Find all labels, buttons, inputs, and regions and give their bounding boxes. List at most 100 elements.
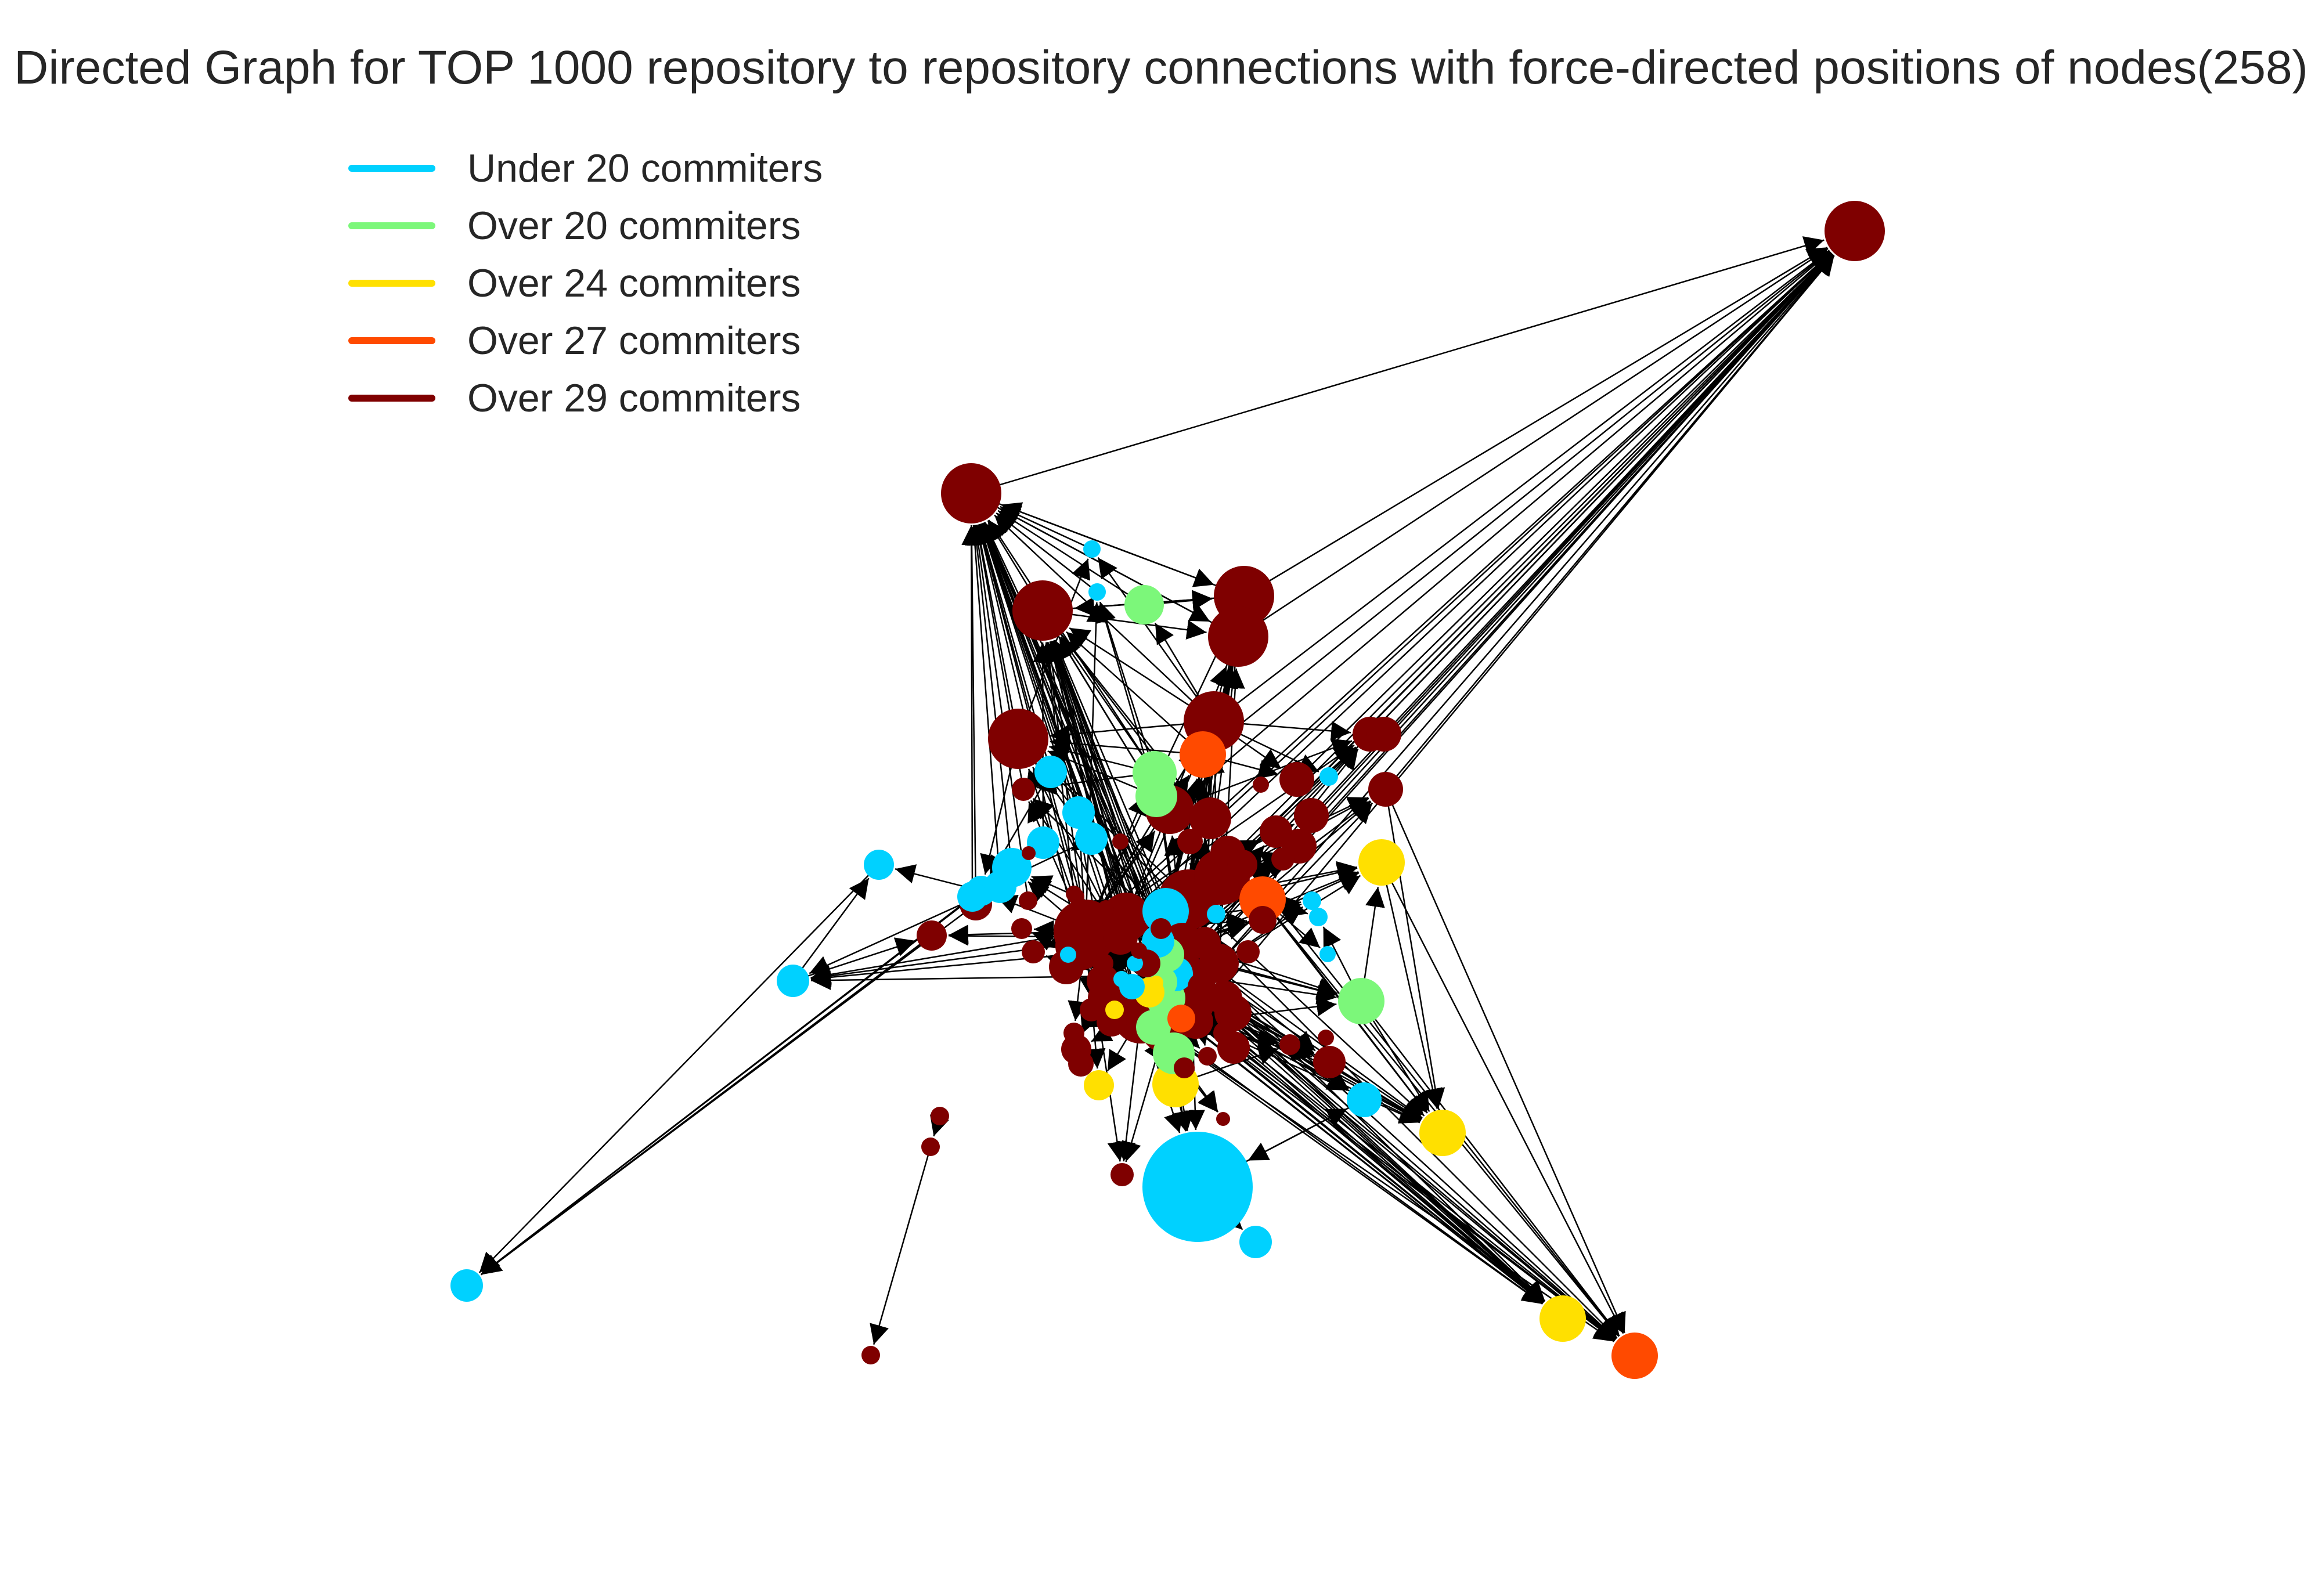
node-39 xyxy=(1260,815,1292,848)
edge-363 xyxy=(1136,252,1832,908)
legend-label-over-27: Over 27 commiters xyxy=(467,318,801,363)
node-67 xyxy=(1110,1163,1134,1186)
node-14 xyxy=(1135,775,1177,817)
node-31 xyxy=(777,965,809,997)
node-113 xyxy=(1227,850,1257,880)
legend-swatch-over-24 xyxy=(348,279,435,287)
edge-80 xyxy=(1202,1012,1616,1341)
node-2 xyxy=(1083,540,1101,558)
node-17 xyxy=(1279,762,1314,797)
legend-label-over-20: Over 20 commiters xyxy=(467,203,801,248)
edge-175 xyxy=(1154,623,1206,706)
node-55 xyxy=(1338,978,1384,1024)
edge-34 xyxy=(968,525,1028,896)
edge-320 xyxy=(967,525,1012,856)
edge-83 xyxy=(1389,798,1626,1334)
node-107 xyxy=(1105,1001,1124,1019)
edge-13 xyxy=(1180,251,1831,801)
edge-11 xyxy=(1390,254,1834,727)
node-23 xyxy=(864,850,894,880)
edge-9 xyxy=(1213,250,1830,746)
legend-item-over-27: Over 27 commiters xyxy=(348,312,823,369)
edge-335 xyxy=(1183,980,1616,1341)
edge-182 xyxy=(1050,722,1196,745)
edge-2 xyxy=(1253,248,1829,627)
edge-91 xyxy=(1384,876,1443,1109)
edge-318 xyxy=(1156,590,1213,611)
node-27 xyxy=(957,882,987,912)
node-90 xyxy=(1066,886,1082,902)
edge-117 xyxy=(1230,965,1337,999)
edge-1 xyxy=(1259,247,1828,588)
node-111 xyxy=(1188,973,1216,1001)
node-74 xyxy=(1366,717,1401,752)
edge-10 xyxy=(1303,252,1833,773)
node-102 xyxy=(1136,1010,1171,1045)
node-114 xyxy=(1249,906,1277,934)
node-71 xyxy=(450,1269,483,1302)
node-0 xyxy=(1825,201,1885,261)
edge-154 xyxy=(1116,1032,1140,1162)
edge-51 xyxy=(1069,627,1199,713)
node-9 xyxy=(1034,756,1067,788)
node-61 xyxy=(1084,1070,1114,1100)
edge-322 xyxy=(961,525,982,888)
edge-362 xyxy=(1202,255,1835,1014)
node-20 xyxy=(1075,822,1108,855)
node-16 xyxy=(1368,772,1403,807)
edge-72 xyxy=(1153,1024,1543,1305)
node-103 xyxy=(1167,1005,1195,1032)
node-34 xyxy=(1103,920,1138,955)
node-86 xyxy=(1131,943,1147,959)
edge-198 xyxy=(1322,926,1356,990)
edge-81 xyxy=(1387,874,1624,1334)
node-48 xyxy=(1087,965,1119,997)
edge-0 xyxy=(988,236,1825,489)
edge-137 xyxy=(478,871,873,1273)
node-117 xyxy=(1063,1023,1084,1043)
edge-44 xyxy=(1058,637,1151,786)
chart-title: Directed Graph for TOP 1000 repository t… xyxy=(14,41,2308,94)
node-72 xyxy=(1539,1295,1586,1342)
edge-142 xyxy=(895,864,973,890)
edge-164 xyxy=(1188,1045,1279,1081)
node-108 xyxy=(1151,918,1171,939)
node-52 xyxy=(1207,981,1242,1016)
legend-swatch-over-20 xyxy=(348,222,435,229)
node-66 xyxy=(1239,1226,1272,1258)
node-110 xyxy=(1093,953,1113,974)
node-65 xyxy=(1142,1132,1253,1242)
edge-313 xyxy=(987,499,1214,587)
edge-173 xyxy=(1097,601,1152,761)
node-87 xyxy=(1098,900,1114,916)
edge-144 xyxy=(870,1151,930,1345)
node-7 xyxy=(1012,580,1073,641)
nodes-layer xyxy=(450,201,1885,1379)
edge-170 xyxy=(1024,558,1091,723)
legend-item-over-29: Over 29 commiters xyxy=(348,369,823,427)
node-68 xyxy=(931,1107,949,1125)
node-115 xyxy=(1271,847,1295,871)
legend-label-under-20: Under 20 commiters xyxy=(467,146,823,190)
legend: Under 20 commiters Over 20 commiters Ove… xyxy=(348,139,823,427)
node-94 xyxy=(1189,797,1231,839)
node-79 xyxy=(1319,946,1336,962)
edge-130 xyxy=(1247,1104,1355,1161)
node-75 xyxy=(1216,1112,1230,1126)
node-121 xyxy=(1011,918,1032,939)
node-116 xyxy=(1080,998,1103,1021)
edge-152 xyxy=(948,925,1067,945)
edge-321 xyxy=(965,525,1001,878)
edge-78 xyxy=(1191,951,1617,1339)
node-3 xyxy=(1088,583,1106,601)
node-19 xyxy=(1062,796,1095,829)
edge-361 xyxy=(1226,254,1834,955)
edge-38 xyxy=(1053,640,1178,933)
node-30 xyxy=(917,920,947,951)
node-123 xyxy=(1213,1021,1236,1045)
legend-swatch-under-20 xyxy=(348,164,435,172)
edge-140 xyxy=(480,901,966,1276)
node-73 xyxy=(1611,1333,1658,1379)
node-32 xyxy=(1239,876,1286,923)
